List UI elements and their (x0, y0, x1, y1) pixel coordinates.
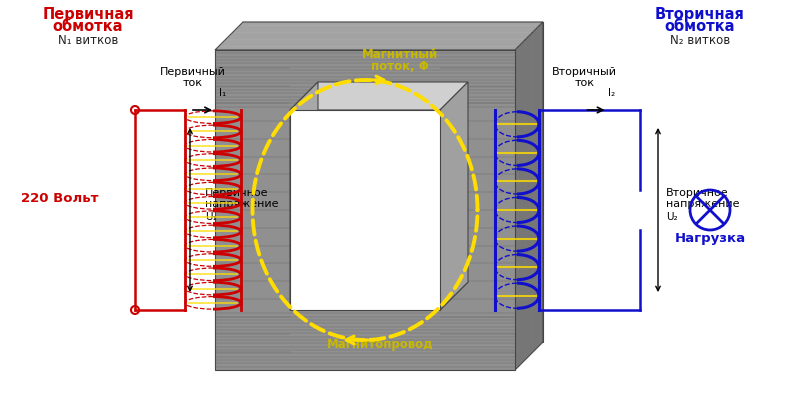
Text: Магнитопровод: Магнитопровод (326, 338, 434, 351)
Text: I₂: I₂ (608, 88, 615, 98)
Text: Первичное: Первичное (205, 188, 269, 198)
Text: Вторичное: Вторичное (666, 188, 729, 198)
Text: обмотка: обмотка (665, 19, 735, 34)
Polygon shape (290, 82, 318, 310)
Text: обмотка: обмотка (53, 19, 123, 34)
Polygon shape (515, 22, 543, 370)
Text: U₂: U₂ (666, 212, 678, 222)
Polygon shape (290, 282, 468, 310)
Text: U₁: U₁ (205, 212, 217, 222)
Text: Магнитный: Магнитный (362, 48, 438, 61)
Polygon shape (290, 110, 440, 310)
Text: Вторичная: Вторичная (655, 7, 745, 22)
Text: ток: ток (574, 78, 594, 88)
Polygon shape (243, 22, 543, 342)
Text: Нагрузка: Нагрузка (674, 232, 746, 245)
Text: поток, Φ: поток, Φ (371, 60, 429, 73)
Polygon shape (290, 82, 468, 110)
Text: N₂ витков: N₂ витков (670, 34, 730, 47)
Text: 220 Вольт: 220 Вольт (22, 192, 98, 205)
Polygon shape (215, 22, 543, 50)
Text: Первичная: Первичная (42, 7, 134, 22)
Polygon shape (440, 82, 468, 310)
Text: I₁: I₁ (219, 88, 226, 98)
Polygon shape (318, 82, 468, 282)
Text: ток: ток (183, 78, 203, 88)
Text: напряжение: напряжение (666, 199, 739, 209)
Text: Первичный: Первичный (160, 67, 226, 77)
Polygon shape (215, 50, 515, 370)
Text: Вторичный: Вторичный (552, 67, 617, 77)
Text: N₁ витков: N₁ витков (58, 34, 118, 47)
Text: напряжение: напряжение (205, 199, 278, 209)
